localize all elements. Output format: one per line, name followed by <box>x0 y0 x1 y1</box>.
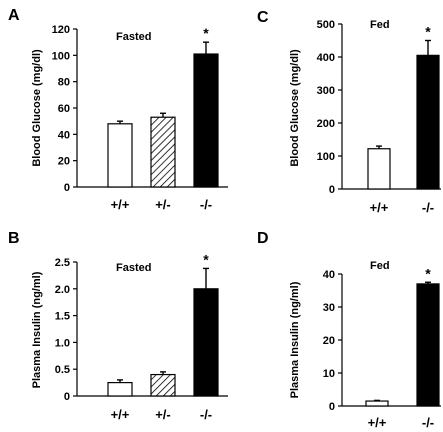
panel-letter: C <box>257 9 269 26</box>
y-axis-label: Blood Glucose (mg/dl) <box>289 49 301 167</box>
category-label: +/+ <box>368 415 387 430</box>
y-tick-label: 0 <box>64 391 70 403</box>
y-axis-label: Plasma Insulin (ng/ml) <box>31 271 43 388</box>
bar-m-m <box>193 288 219 397</box>
y-tick-label: 10 <box>323 368 335 380</box>
condition-label: Fasted <box>116 31 151 43</box>
category-label: +/+ <box>111 407 130 422</box>
y-tick-label: 40 <box>323 269 335 281</box>
y-tick-label: 500 <box>317 19 335 31</box>
y-tick-label: 0 <box>329 401 335 413</box>
condition-label: Fed <box>370 260 390 272</box>
y-tick-label: 1.0 <box>55 337 70 349</box>
condition-label: Fasted <box>116 262 151 274</box>
panel-a: A Fasted Blood Glucose (mg/dl) 0 20 40 60 80 100… <box>8 7 228 212</box>
y-tick-label: 0 <box>64 182 70 194</box>
y-tick-label: 30 <box>323 302 335 314</box>
y-tick-label: 20 <box>58 156 70 168</box>
category-label: +/- <box>155 197 171 212</box>
significance-marker: * <box>425 265 431 281</box>
y-tick-label: 2.5 <box>55 257 70 269</box>
y-tick-label: 60 <box>58 103 70 115</box>
bar-m-m <box>416 54 440 190</box>
bar-p-p <box>107 123 133 188</box>
bar-p-m <box>150 373 176 397</box>
y-tick-label: 40 <box>58 129 70 141</box>
y-tick-label: 300 <box>317 85 335 97</box>
y-tick-label: 120 <box>52 24 70 36</box>
significance-marker: * <box>425 24 431 40</box>
panel-letter: A <box>8 7 20 24</box>
condition-label: Fed <box>370 19 390 31</box>
bar-p-p <box>107 382 133 397</box>
y-axis-label: Blood Glucose (mg/dl) <box>31 49 43 167</box>
y-tick-label: 1.5 <box>55 311 70 323</box>
panel-c: C Fed Blood Glucose (mg/dl) 0 100 200 300 400 50… <box>257 9 441 215</box>
bar-m-m <box>416 283 440 407</box>
bar-m-m <box>193 53 219 188</box>
panel-d: D Fed Plasma Insulin (ng/ml) 0 10 20 30 40 +/+ -/… <box>257 230 441 430</box>
bar-p-m <box>150 116 176 188</box>
y-axis-label: Plasma Insulin (ng/ml) <box>289 281 301 398</box>
category-label: +/+ <box>370 200 389 215</box>
y-tick-label: 100 <box>317 151 335 163</box>
y-tick-label: 20 <box>323 335 335 347</box>
panel-letter: B <box>8 230 20 247</box>
panel-letter: D <box>257 230 269 247</box>
category-label: +/- <box>155 407 171 422</box>
category-label: +/+ <box>111 197 130 212</box>
significance-marker: * <box>203 251 209 267</box>
bar-p-p <box>367 148 391 190</box>
category-label: -/- <box>200 197 212 212</box>
y-tick-label: 0 <box>329 184 335 196</box>
category-label: -/- <box>422 415 434 430</box>
bar-p-p <box>365 400 389 407</box>
y-tick-label: 100 <box>52 50 70 62</box>
y-tick-label: 0.5 <box>55 364 70 376</box>
significance-marker: * <box>203 25 209 41</box>
y-tick-label: 2.0 <box>55 284 70 296</box>
y-tick-label: 400 <box>317 52 335 64</box>
panel-b: B Fasted Plasma Insulin (ng/ml) 0 0.5 1.0 1.5 2… <box>8 230 228 422</box>
y-tick-label: 80 <box>58 77 70 89</box>
category-label: -/- <box>200 407 212 422</box>
category-label: -/- <box>422 200 434 215</box>
y-tick-label: 200 <box>317 118 335 130</box>
